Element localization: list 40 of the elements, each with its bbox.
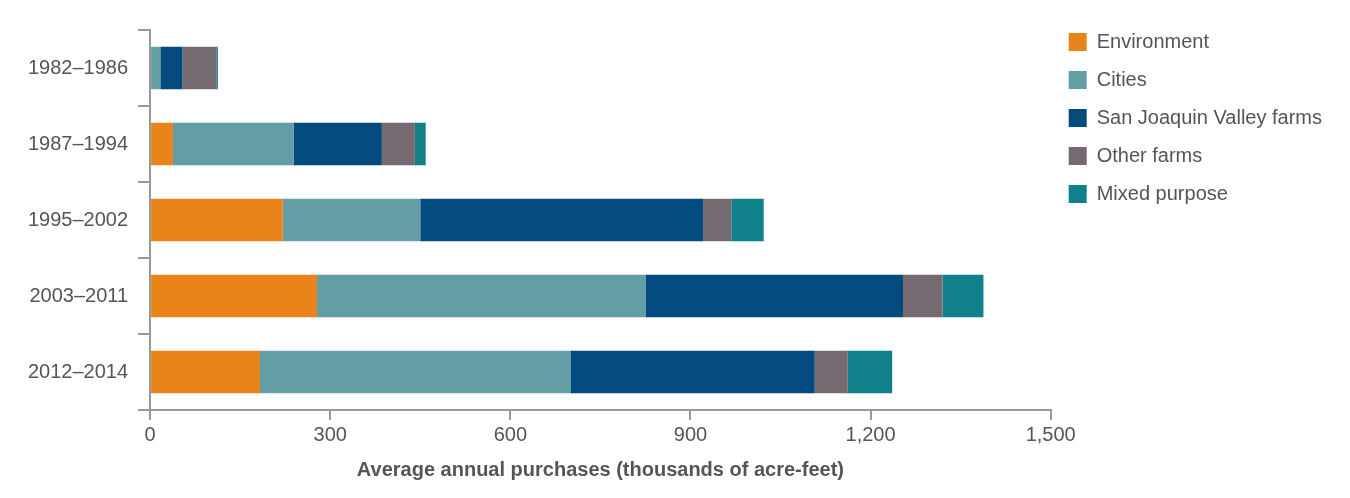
legend-label: Environment (1096, 29, 1210, 52)
bar (420, 198, 704, 242)
y-tick-label: 2003–2011 (29, 283, 129, 306)
x-tick-label: 0 (144, 422, 156, 445)
bar (645, 274, 903, 318)
bar (293, 122, 382, 166)
x-tick-label: 300 (313, 422, 347, 445)
legend-label: Cities (1096, 67, 1147, 90)
y-tick-label: 1995–2002 (28, 207, 129, 230)
bar (381, 122, 415, 166)
x-tick-label: 1,500 (1025, 422, 1076, 445)
legend-label: Mixed purpose (1096, 181, 1228, 204)
bar (731, 198, 764, 242)
bar (151, 122, 173, 166)
x-axis-title: Average annual purchases (thousands of acre-feet) (356, 457, 844, 480)
legend-label: San Joaquin Valley farms (1096, 105, 1323, 128)
bar (160, 46, 183, 90)
legend-label: Other farms (1096, 143, 1203, 166)
bar (317, 274, 646, 318)
bar (942, 274, 984, 318)
y-tick-label: 2012–2014 (28, 359, 129, 382)
bar (414, 122, 426, 166)
bar (847, 350, 893, 394)
bar (259, 350, 571, 394)
bar (903, 274, 943, 318)
bar (703, 198, 732, 242)
bar (151, 350, 260, 394)
x-tick-label: 1,200 (845, 422, 896, 445)
bar (151, 46, 161, 90)
bar (570, 350, 815, 394)
y-tick-label: 1987–1994 (28, 131, 129, 154)
x-tick-label: 900 (673, 422, 708, 445)
bar (282, 198, 421, 242)
x-tick-label: 600 (493, 422, 528, 445)
bar (151, 274, 318, 318)
bar (172, 122, 294, 166)
bar (814, 350, 848, 394)
y-tick-label: 1982–1986 (28, 55, 129, 78)
bar (151, 198, 283, 242)
bar (182, 46, 217, 90)
